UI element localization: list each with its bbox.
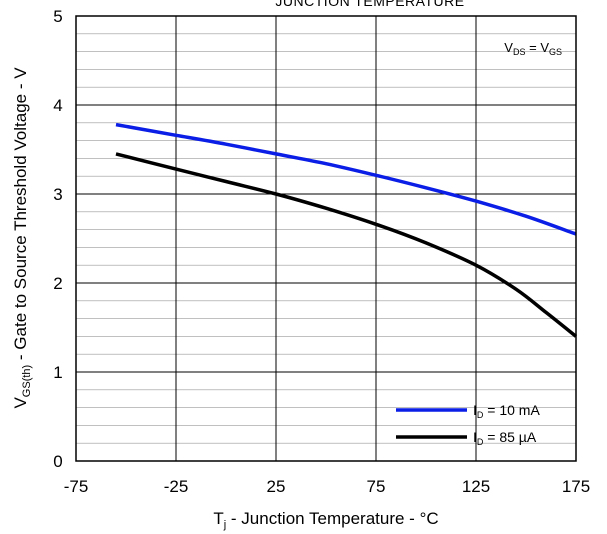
y-tick-label: 2 (53, 274, 62, 293)
y-tick-label: 4 (53, 96, 62, 115)
condition-annotation: VDS = VGS (504, 40, 562, 57)
x-tick-label: 25 (267, 477, 286, 496)
x-tick-label: 75 (367, 477, 386, 496)
x-tick-label: 175 (562, 477, 590, 496)
x-tick-label: 125 (462, 477, 490, 496)
series-line-85ua (115, 152, 578, 338)
y-tick-label: 0 (53, 452, 62, 471)
legend-label-85ua: ID = 85 µA (473, 429, 537, 447)
x-tick-label: -75 (64, 477, 89, 496)
legend: ID = 10 mA ID = 85 µA (396, 402, 540, 447)
y-axis-label: VGS(th) - Gate to Source Threshold Volta… (11, 67, 33, 409)
legend-label-10ma: ID = 10 mA (473, 402, 540, 420)
plot-frame (75, 15, 577, 462)
series-line-10ma (115, 122, 577, 236)
series-lines (115, 122, 578, 338)
y-tick-label: 3 (53, 185, 62, 204)
x-tick-label: -25 (164, 477, 189, 496)
x-axis-label: Tj - Junction Temperature - °C (213, 509, 438, 531)
chart-title: JUNCTION TEMPERATURE (275, 0, 464, 9)
grid (75, 15, 577, 462)
tick-labels: -75 -25 25 75 125 175 0 1 2 3 4 5 (53, 7, 590, 496)
y-tick-label: 5 (53, 7, 62, 26)
y-tick-label: 1 (53, 363, 62, 382)
